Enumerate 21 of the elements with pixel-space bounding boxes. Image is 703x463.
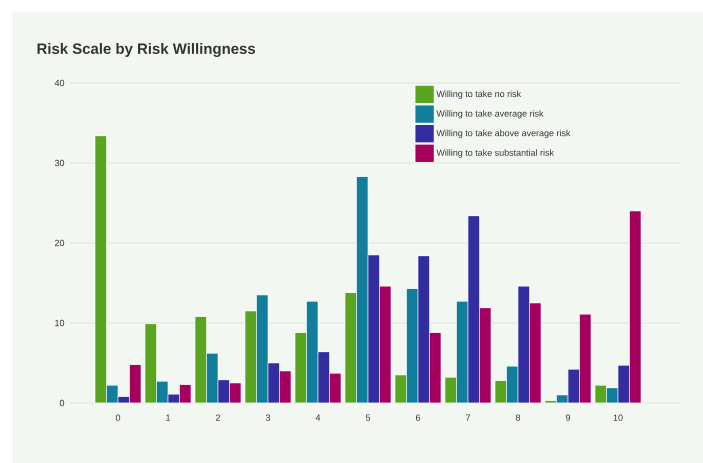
legend-label: Willing to take substantial risk (436, 149, 554, 158)
x-tick-label: 1 (166, 414, 170, 421)
x-tick-label: 0 (116, 414, 120, 421)
chart-title: Risk Scale by Risk Willingness (38, 42, 256, 57)
legend-label: Willing to take average risk (436, 110, 544, 118)
x-tick-label: 5 (366, 414, 370, 421)
x-tick-label: 3 (266, 414, 270, 421)
y-tick-label: 40 (54, 80, 64, 86)
legend-label: Willing to take above average risk (436, 130, 570, 138)
x-tick-label: 2 (216, 414, 220, 421)
y-tick-label: 10 (55, 320, 64, 326)
x-tick-label: 7 (466, 414, 470, 421)
y-tick-label: 30 (54, 160, 64, 166)
legend-label: Willing to take no risk (436, 90, 522, 99)
x-tick-label: 10 (614, 414, 623, 421)
x-tick-label: 6 (416, 414, 420, 421)
y-tick-label: 0 (60, 400, 64, 406)
x-tick-label: 9 (566, 414, 570, 421)
x-tick-label: 4 (316, 414, 320, 421)
x-tick-label: 8 (516, 414, 520, 421)
y-tick-label: 20 (54, 240, 64, 246)
